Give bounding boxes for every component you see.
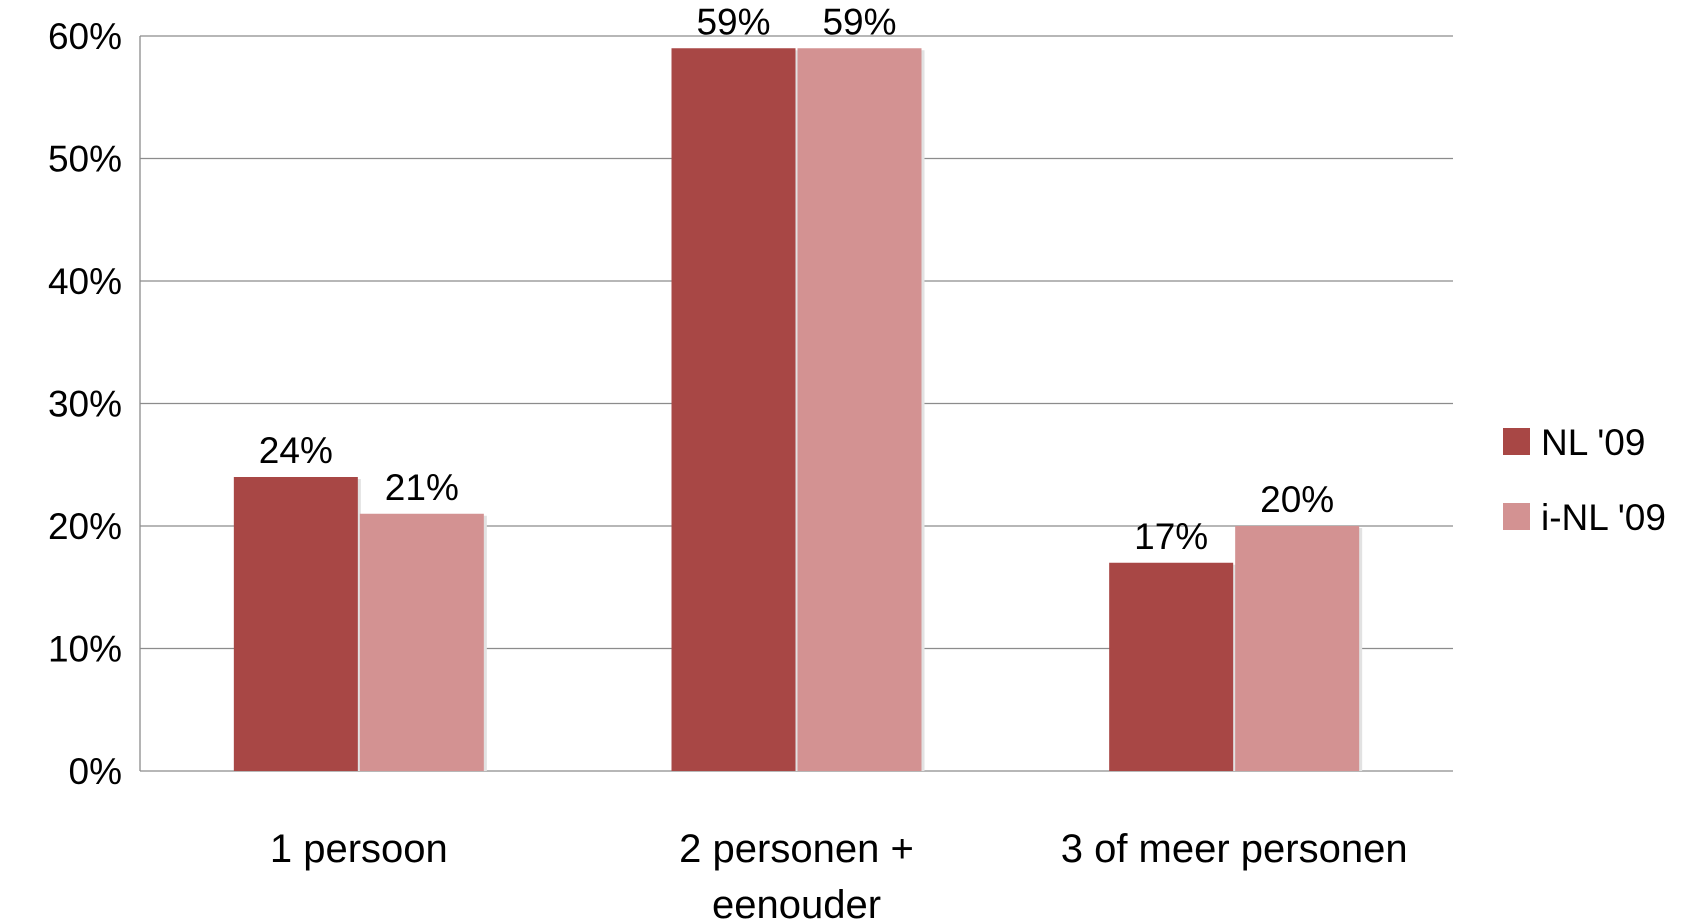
data-labels: 24% 21% 59% 59% 17% 20%: [259, 1, 1334, 557]
bar: [359, 513, 484, 771]
x-category-label: 2 personen +: [679, 827, 914, 871]
y-tick-label: 50%: [48, 139, 122, 180]
bar: [671, 48, 796, 771]
y-tick-label: 0%: [69, 751, 122, 792]
data-label: 17%: [1134, 516, 1208, 557]
x-category-label: 3 of meer personen: [1061, 827, 1408, 871]
data-label: 59%: [696, 1, 770, 42]
legend-label: i-NL '09: [1541, 497, 1666, 538]
bar: [1235, 526, 1360, 771]
y-tick-label: 30%: [48, 384, 122, 425]
y-tick-label: 10%: [48, 629, 122, 670]
data-label: 24%: [259, 430, 333, 471]
x-category-label: 1 persoon: [270, 827, 448, 871]
data-label: 59%: [822, 1, 896, 42]
legend: NL '09 i-NL '09: [1503, 422, 1666, 538]
legend-swatch: [1503, 503, 1530, 530]
y-tick-label: 40%: [48, 261, 122, 302]
bars: [233, 48, 1363, 771]
y-axis-tick-labels: 0% 10% 20% 30% 40% 50% 60%: [48, 16, 122, 792]
data-label: 20%: [1260, 479, 1334, 520]
data-label: 21%: [385, 467, 459, 508]
legend-label: NL '09: [1541, 422, 1645, 463]
bar: [797, 48, 922, 771]
y-tick-label: 20%: [48, 506, 122, 547]
x-axis-category-labels: 1 persoon 2 personen + eenouder 3 of meer p…: [270, 827, 1408, 923]
y-tick-label: 60%: [48, 16, 122, 57]
bar: [1109, 562, 1234, 771]
legend-swatch: [1503, 428, 1530, 455]
bar: [233, 477, 358, 771]
x-category-label: eenouder: [712, 883, 881, 923]
